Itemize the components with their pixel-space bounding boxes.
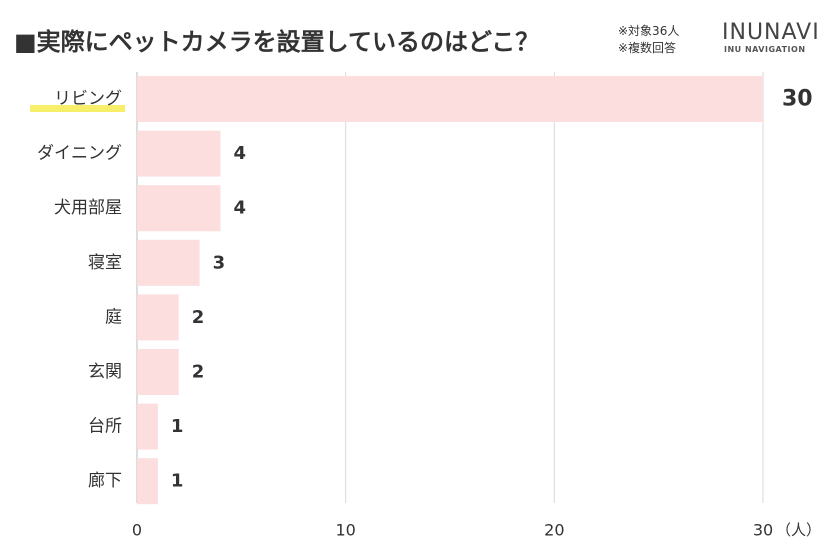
bar-1 — [137, 130, 221, 177]
x-tick-label: 0 — [132, 521, 142, 540]
category-label: 庭 — [105, 307, 122, 327]
value-label: 4 — [233, 198, 246, 219]
multiple-answer-note: ※複数回答 — [618, 41, 677, 55]
category-label: ダイニング — [37, 144, 122, 164]
value-label: 1 — [171, 416, 184, 437]
bar-4 — [137, 294, 179, 341]
bar-3 — [137, 239, 200, 286]
x-axis-unit-label: （人） — [776, 521, 821, 539]
brand-subtitle: INU NAVIGATION — [724, 45, 806, 54]
bar-7 — [137, 458, 158, 505]
bar-0 — [137, 76, 763, 122]
category-label: 廊下 — [88, 471, 122, 491]
category-label: 犬用部屋 — [54, 198, 122, 218]
category-highlight — [30, 105, 125, 112]
x-tick-label: 20 — [544, 521, 564, 540]
category-label: 台所 — [88, 417, 122, 437]
value-label: 1 — [171, 471, 184, 492]
bar-2 — [137, 185, 221, 232]
chart-title: ■実際にペットカメラを設置しているのはどこ？ — [14, 28, 540, 56]
target-note: ※対象36人 — [618, 24, 680, 38]
bar-5 — [137, 349, 179, 395]
bar-6 — [137, 403, 158, 450]
value-label: 3 — [213, 252, 226, 273]
x-tick-label: 10 — [335, 521, 355, 540]
value-label: 2 — [192, 362, 205, 383]
value-label: 2 — [192, 307, 205, 328]
category-label: 寝室 — [88, 252, 122, 273]
category-label: 玄関 — [88, 362, 122, 382]
value-label: 30 — [782, 87, 813, 112]
category-label: リビング — [54, 89, 122, 109]
brand-logo: INUNAVI — [722, 20, 820, 45]
value-label: 4 — [233, 143, 246, 164]
x-tick-label: 30 — [753, 521, 773, 540]
